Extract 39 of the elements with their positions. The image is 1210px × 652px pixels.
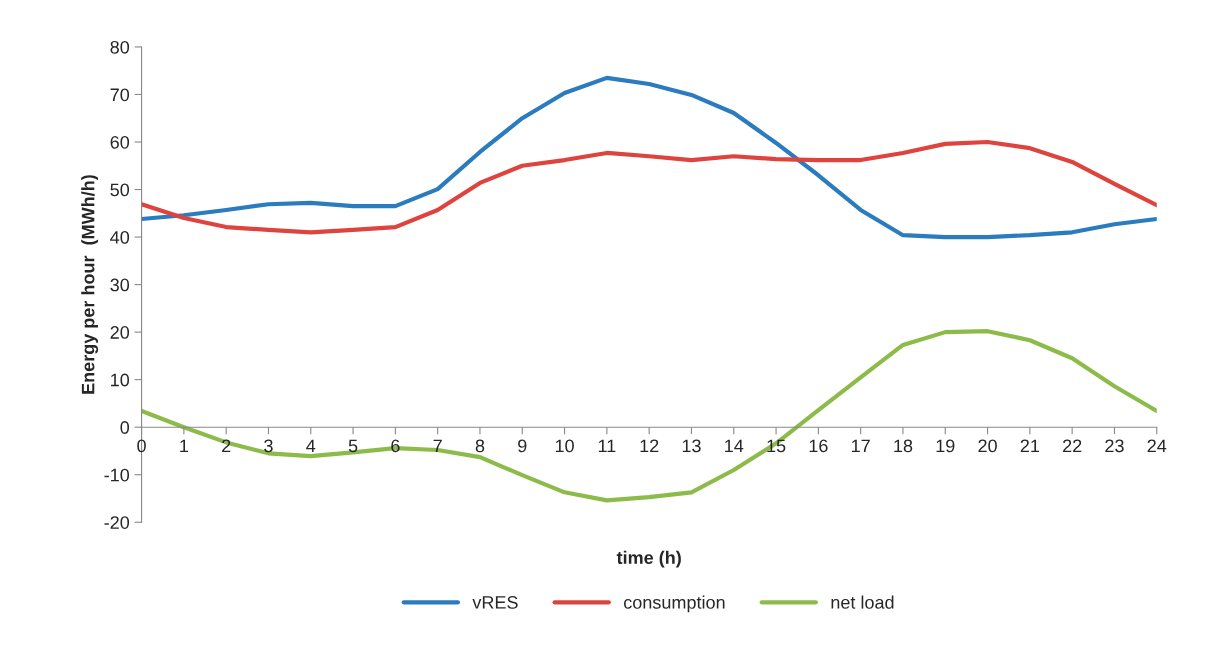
y-tick-label: 20 [110,326,130,339]
x-tick-label: 24 [1147,439,1167,453]
line-series [141,75,1157,240]
legend-label: consumption [624,595,725,613]
y-tick-label: 30 [110,278,130,292]
x-tick-label: 16 [809,439,828,453]
x-tick-label: 4 [306,439,316,453]
x-axis-title: time (h) [616,550,681,568]
y-tick-label: 0 [120,421,130,434]
x-tick-label: 8 [475,439,485,453]
x-tick-label: 3 [264,439,273,453]
y-tick-label: -20 [104,516,130,529]
x-tick-label: 1 [180,439,189,453]
x-tick-label: 12 [640,439,659,453]
y-tick-label: 50 [110,183,130,197]
x-tick-label: 19 [936,439,955,453]
y-tick-label: 10 [111,373,130,387]
y-tick-label: 60 [110,135,130,149]
x-tick-label: 5 [348,439,358,453]
x-tick-label: 11 [598,439,616,453]
x-tick-label: 10 [555,439,574,453]
y-axis-title: Energy per hour (MWh/h) [81,175,99,394]
x-tick-label: 9 [518,439,527,453]
y-tick-label: 70 [110,88,130,102]
line-series [141,139,1157,235]
x-tick-label: 21 [1020,439,1040,453]
x-tick-label: 14 [725,439,744,453]
x-tick-label: 22 [1063,439,1082,453]
x-tick-label: 13 [682,439,701,453]
legend-label: vRES [472,596,518,609]
x-tick-label: 23 [1105,439,1124,453]
y-tick-label: 40 [110,231,130,244]
x-tick-label: 18 [894,439,913,453]
y-tick-label: -10 [104,468,130,482]
legend-label: net load [831,595,894,609]
x-tick-label: 20 [978,439,997,453]
x-tick-label: 17 [852,439,870,453]
y-tick-label: 80 [110,40,130,54]
x-tick-label: 0 [137,439,146,453]
